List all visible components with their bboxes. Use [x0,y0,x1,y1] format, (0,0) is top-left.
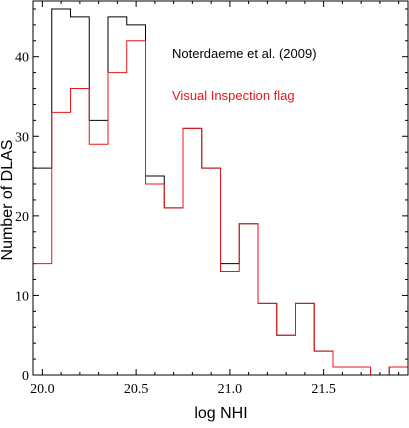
y-axis-label-group: Number of DLAS [0,140,16,261]
y-tick-label: 20 [15,210,29,225]
x-tick-label: 21.5 [311,382,336,397]
legend-entry-visual-inspection: Visual Inspection flag [172,88,295,103]
x-axis-label: log NHI [194,405,247,422]
y-tick-label: 0 [22,369,29,384]
histogram-series [32,8,408,376]
y-axis-label: Number of DLAS [0,140,16,261]
x-tick-label: 20.0 [30,382,55,397]
y-tick-label: 40 [15,51,29,66]
x-tick-label: 20.5 [124,382,149,397]
plot-frame [32,0,409,376]
y-tick-label: 10 [15,289,29,304]
x-tick-label: 21.0 [218,382,243,397]
y-tick-label: 30 [15,130,29,145]
legend: Noterdaeme et al. (2009) Visual Inspecti… [172,46,317,103]
legend-entry-noterdaeme: Noterdaeme et al. (2009) [172,46,317,61]
histogram-series-visual-inspection [32,40,408,376]
tick-labels: 20.0 20.5 21.0 21.5 0 10 20 30 40 [15,51,336,397]
